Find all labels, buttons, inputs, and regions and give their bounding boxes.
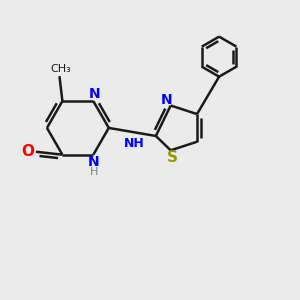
Text: H: H <box>90 167 99 177</box>
Text: S: S <box>167 150 178 165</box>
Text: O: O <box>21 144 34 159</box>
Text: CH₃: CH₃ <box>51 64 71 74</box>
Text: NH: NH <box>123 136 144 150</box>
Text: N: N <box>89 87 100 101</box>
Text: N: N <box>88 155 100 169</box>
Text: N: N <box>160 93 172 107</box>
